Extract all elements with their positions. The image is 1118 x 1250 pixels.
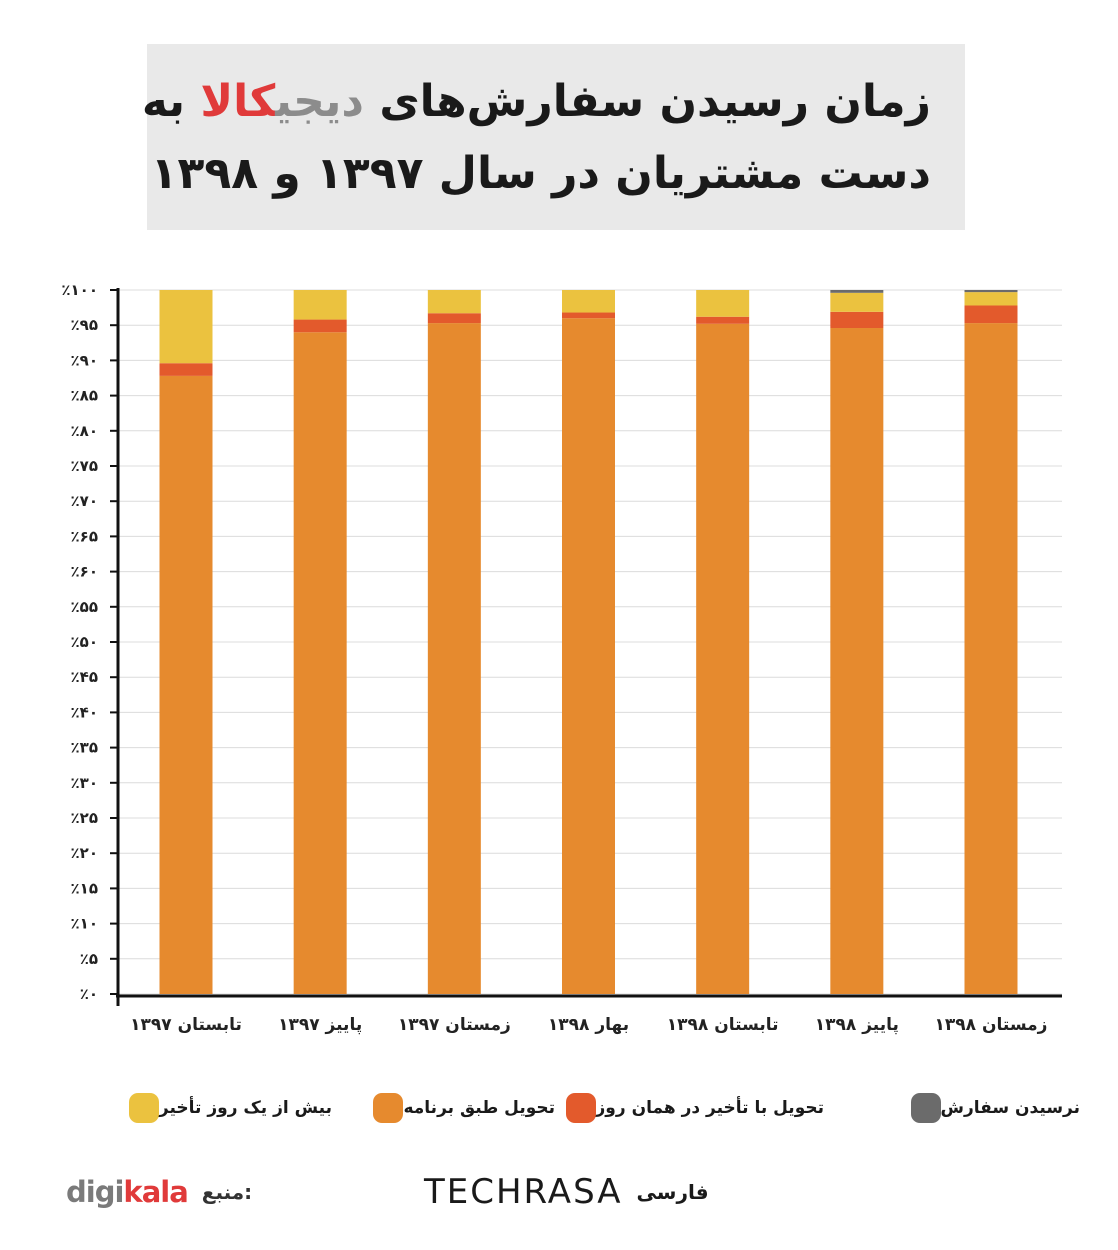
legend-label-over-one-day: بیش از یک روز تأخیر	[158, 1098, 332, 1118]
source-credit: digi kala منبع:	[66, 1172, 252, 1212]
legend-label-same-day-delay: تحویل با تأخیر در همان روز	[595, 1098, 824, 1118]
legend-label-not-received: نرسیدن سفارش	[940, 1098, 1080, 1118]
bar-segment	[562, 318, 615, 994]
legend-swatch-over-one-day	[128, 1093, 159, 1123]
y-tick-label: ٪۸۵	[71, 387, 98, 405]
y-tick-label: ٪۶۵	[71, 527, 98, 545]
bar-segment	[427, 313, 481, 324]
x-axis-labels: تابستان ۱۳۹۷ پاییز ۱۳۹۷ زمستان ۱۳۹۷ بهار ۱۳…	[130, 1015, 1047, 1035]
y-tick-label: ٪۳۰	[71, 774, 98, 792]
techrasa-farsi: فارسی	[636, 1180, 709, 1204]
x-tick-label: بهار ۱۳۹۸	[548, 1015, 629, 1035]
y-tick-label: ٪۵	[80, 950, 98, 968]
legend-item-on-schedule: تحویل طبق برنامه	[361, 1086, 555, 1130]
legend-swatch-same-day-delay	[565, 1093, 596, 1123]
bar-segment	[964, 292, 1018, 306]
legend-item-same-day-delay: تحویل با تأخیر در همان روز	[554, 1086, 824, 1130]
chart-title-line-1: زمان رسیدن سفارش‌های دیجیکالا به	[142, 66, 931, 138]
bar-segment	[830, 311, 884, 329]
techrasa-wordmark: TECHRASA	[424, 1172, 623, 1212]
title-brand-digi: دیجی	[275, 76, 364, 127]
y-tick-label: ٪۱۵	[71, 879, 98, 897]
x-tick-label: تابستان ۱۳۹۷	[130, 1015, 242, 1035]
bar-segment	[159, 290, 213, 364]
bar-segment	[696, 316, 750, 324]
y-axis-ticks: ٪۰ ٪۵ ٪۱۰ ٪۱۵ ٪۲۰ ٪۲۵ ٪۳۰ ٪۳۵ ٪۴۰ ٪۴۵ ٪۵۰ ٪۵۵ ٪۶۰ ٪۶۵…	[61, 281, 118, 1003]
x-tick-label: تابستان ۱۳۹۸	[667, 1015, 779, 1035]
bar-segment	[159, 363, 213, 376]
techrasa-logo: TECHRASA فارسی	[424, 1170, 709, 1214]
bar-segment	[562, 312, 615, 319]
axes	[116, 288, 1062, 1006]
y-tick-label: ٪۱۰	[71, 915, 98, 933]
y-tick-label: ٪۷۰	[71, 492, 98, 510]
legend-label-on-schedule: تحویل طبق برنامه	[403, 1098, 555, 1118]
bar-segment	[696, 323, 750, 994]
bar-segment	[293, 332, 347, 994]
chart-title-line-2: دست مشتریان در سال ۱۳۹۷ و ۱۳۹۸	[150, 148, 931, 199]
x-tick-label: پاییز ۱۳۹۷	[278, 1015, 362, 1035]
title-brand-kala: کالا	[200, 76, 276, 127]
bar-segment	[964, 290, 1018, 293]
bar-segment	[427, 323, 481, 994]
bar-segment	[830, 290, 884, 293]
bar-segment	[964, 323, 1018, 994]
footer: digi kala منبع: TECHRASA فارسی	[0, 1160, 1118, 1220]
y-tick-label: ٪۵۰	[71, 633, 98, 651]
title-text-a: زمان رسیدن سفارش‌های	[364, 76, 931, 127]
legend-swatch-on-schedule	[373, 1093, 404, 1123]
bar-segment	[427, 290, 481, 314]
bars	[159, 290, 1018, 994]
y-tick-label: ٪۱۰۰	[61, 281, 98, 299]
title-text-d: به	[141, 76, 201, 127]
y-tick-label: ٪۳۵	[71, 739, 98, 757]
y-tick-label: ٪۸۰	[71, 422, 98, 440]
y-tick-label: ٪۷۵	[71, 457, 98, 475]
chart-title-box: زمان رسیدن سفارش‌های دیجیکالا به دست مشت…	[142, 44, 965, 230]
y-tick-label: ٪۴۰	[71, 703, 98, 721]
chart-legend: نرسیدن سفارش تحویل با تأخیر در همان روز …	[40, 1086, 1080, 1130]
source-logo-digi: digi	[66, 1175, 124, 1209]
stacked-bar-chart: ٪۰ ٪۵ ٪۱۰ ٪۱۵ ٪۲۰ ٪۲۵ ٪۳۰ ٪۳۵ ٪۴۰ ٪۴۵ ٪۵۰ ٪۵۵ ٪۶۰ ٪۶۵…	[61, 281, 1062, 1035]
bar-segment	[293, 319, 347, 333]
y-tick-label: ٪۲۵	[71, 809, 98, 827]
legend-swatch-not-received	[910, 1093, 941, 1123]
y-tick-label: ٪۵۵	[71, 598, 98, 616]
y-tick-label: ٪۹۵	[71, 316, 98, 334]
x-tick-label: زمستان ۱۳۹۷	[398, 1015, 511, 1035]
bar-segment	[293, 290, 347, 320]
bar-segment	[830, 328, 884, 994]
x-tick-label: زمستان ۱۳۹۸	[935, 1015, 1048, 1035]
bar-segment	[830, 292, 884, 312]
y-tick-label: ٪۴۵	[71, 668, 98, 686]
y-tick-label: ٪۲۰	[71, 844, 98, 862]
x-tick-label: پاییز ۱۳۹۸	[815, 1015, 899, 1035]
source-logo-kala: kala	[123, 1175, 188, 1209]
bar-segment	[964, 305, 1018, 324]
bar-segment	[159, 375, 213, 994]
legend-item-not-received: نرسیدن سفارش	[899, 1086, 1080, 1130]
legend-item-over-one-day: بیش از یک روز تأخیر	[117, 1086, 332, 1130]
source-label: منبع:	[201, 1180, 253, 1204]
bar-segment	[562, 290, 615, 313]
y-tick-label: ٪۰	[80, 985, 98, 1003]
y-tick-label: ٪۶۰	[71, 563, 98, 581]
y-tick-label: ٪۹۰	[71, 351, 98, 369]
bar-segment	[696, 290, 750, 317]
